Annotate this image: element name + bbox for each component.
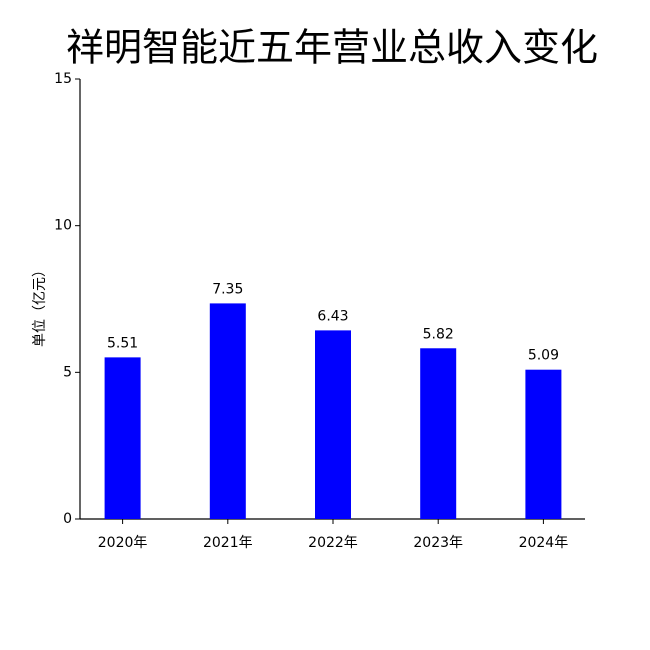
y-tick-label: 5 (63, 364, 72, 380)
x-tick-label: 2021年 (203, 535, 253, 551)
y-tick-label: 15 (54, 71, 72, 87)
y-axis-label: 单位（亿元） (32, 263, 48, 347)
data-label: 5.09 (528, 348, 559, 364)
x-tick-label: 2023年 (413, 535, 463, 551)
x-tick-label: 2020年 (98, 535, 148, 551)
bar (525, 369, 562, 519)
data-label: 6.43 (317, 308, 348, 324)
data-label: 7.35 (212, 281, 243, 297)
data-label: 5.51 (107, 335, 138, 351)
bar (209, 303, 246, 519)
bar (420, 348, 457, 519)
y-tick-label: 0 (63, 511, 72, 527)
bar (315, 330, 351, 519)
x-tick-label: 2022年 (308, 535, 358, 551)
bar (104, 357, 141, 519)
x-tick-label: 2024年 (519, 535, 569, 551)
y-tick-label: 10 (54, 218, 72, 234)
chart-title: 祥明智能近五年营业总收入变化 (66, 26, 598, 70)
data-label: 5.82 (423, 326, 454, 342)
